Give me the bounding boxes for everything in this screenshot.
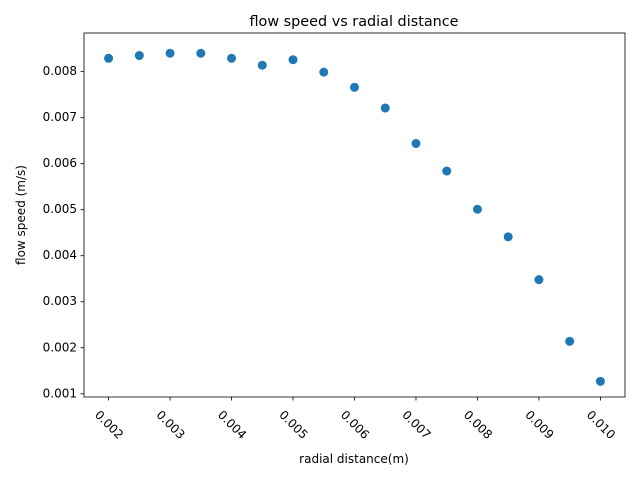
data-point [503, 232, 513, 242]
data-point [257, 60, 267, 70]
y-tick-label: 0.007 [43, 110, 77, 124]
data-point [104, 53, 114, 63]
y-axis-label: flow speed (m/s) [14, 165, 28, 265]
data-point [350, 82, 359, 92]
data-point [319, 67, 329, 77]
data-point [134, 51, 144, 61]
data-points [104, 48, 605, 386]
data-point [472, 204, 482, 214]
data-point [565, 336, 575, 346]
data-point [595, 376, 605, 386]
y-tick-label: 0.002 [43, 340, 77, 354]
y-tick-label: 0.001 [43, 386, 77, 400]
y-tick-label: 0.006 [43, 156, 77, 170]
y-tick-label: 0.008 [43, 64, 77, 78]
data-point [165, 48, 175, 58]
data-point [288, 55, 298, 65]
plot-frame [83, 32, 626, 398]
y-axis-ticks: 0.001 0.002 0.003 0.004 0.005 0.006 0.007 0.008 [43, 64, 84, 400]
data-point [227, 53, 237, 63]
x-axis-label: radial distance(m) [299, 452, 409, 466]
data-point [196, 48, 206, 58]
data-point [411, 138, 421, 148]
data-point [380, 103, 390, 113]
y-tick-label: 0.003 [43, 294, 77, 308]
data-point [534, 275, 544, 285]
data-point [442, 166, 452, 176]
y-tick-label: 0.004 [43, 248, 77, 262]
y-tick-label: 0.005 [43, 202, 77, 216]
chart-title: flow speed vs radial distance [249, 14, 458, 30]
